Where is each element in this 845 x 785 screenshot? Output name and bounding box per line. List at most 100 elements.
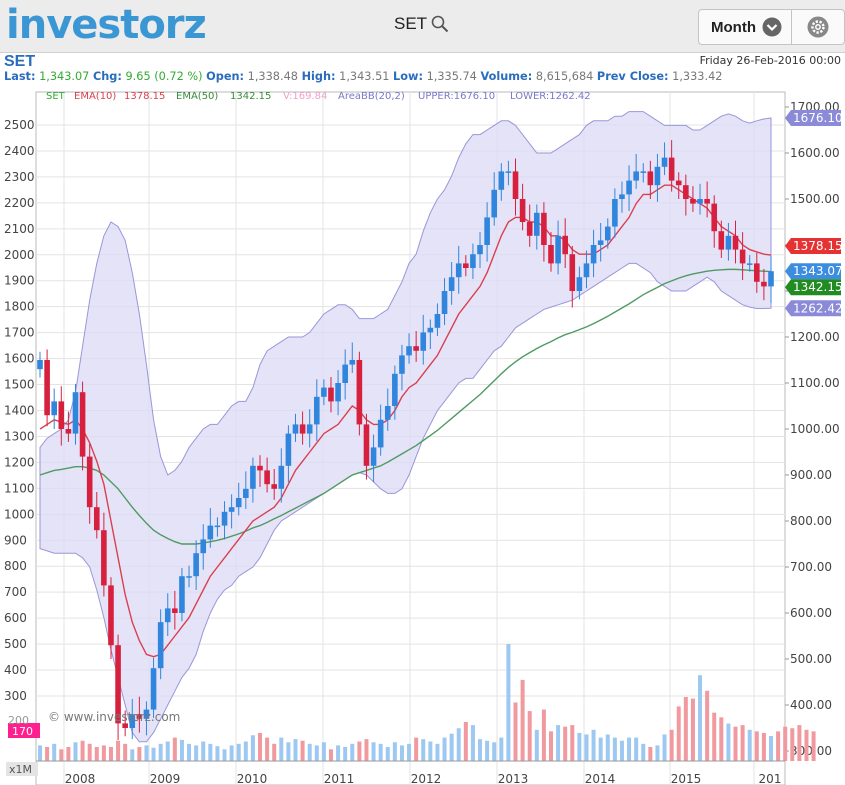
candle-body [399,355,405,374]
volume-bar [584,734,589,761]
volume-bar [605,734,610,761]
candle-body [619,194,625,199]
x-axis-label: 2010 [237,772,268,785]
volume-bar [499,737,504,761]
volume-bar [414,737,419,761]
left-axis-tick: 2100 [4,222,35,236]
legend-ema50-value: 1342.15 [230,91,271,102]
volume-bar [804,729,809,761]
candle-body [143,709,150,719]
volume-bar [563,726,568,761]
period-select[interactable]: Month [699,10,792,44]
volume-bar [59,749,64,761]
candle-body [228,507,235,512]
candle-body [406,346,412,356]
left-axis-tick: 1700 [4,326,35,340]
candle-body [768,271,774,287]
volume-bar [705,690,710,761]
logo[interactable]: investorz [6,2,207,48]
price-chart[interactable]: 300 400 500 600 700 800 900 1000 1100 1200 1300 140… [0,86,845,785]
right-axis-tick: 800.00 [790,514,832,528]
candle-body [604,226,611,241]
candle-body [313,396,320,425]
x-axis-label: 2014 [585,772,616,785]
low-value: 1,335.74 [426,70,477,83]
candle-body [477,245,483,255]
volume-bar [144,745,149,761]
volume-bar [165,741,170,761]
volume-bar [683,697,688,761]
search-icon [431,15,449,33]
volume-bar [392,742,397,761]
legend-lower: LOWER:1262.42 [510,91,591,102]
candle-body [122,723,128,728]
volume-bar [286,742,291,761]
right-axis-tick: 1500.00 [790,192,840,206]
volume-bar [541,709,546,761]
candle-body [498,171,505,190]
right-axis-tick: 1200.00 [790,330,840,344]
volume-bar [428,741,433,761]
left-axis-tick: 2200 [4,196,35,210]
chart-controls: Month [698,9,845,45]
candle-body [484,217,490,245]
volume-bar [463,722,468,761]
volume-bar [300,740,305,761]
price-tag: 1378.15 [785,238,843,255]
candle-body [243,488,249,498]
volume-bar [534,729,539,761]
volume-bar [421,739,426,761]
copyright-text: © www.investorz.com [48,710,180,724]
volume-bar [350,743,355,761]
symbol-name: SET [4,53,36,70]
symbol-search-label: SET [394,14,428,33]
right-axis-tick: 300.00 [790,744,832,758]
high-value: 1,343.51 [339,70,390,83]
volume-bar [591,729,596,761]
volume-bar [407,743,412,761]
volume-bar [399,745,404,761]
settings-button[interactable] [792,10,844,44]
volume-label: Volume: [480,70,533,83]
volume-bar [470,725,475,761]
volume-bar [116,740,121,761]
volume-bar [80,740,85,761]
volume-bar [634,737,639,761]
volume-bar [570,725,575,761]
volume-bar [641,743,646,761]
volume-bar [336,745,341,761]
volume-bar [378,743,383,761]
volume-bar [442,737,447,761]
volume-bar [38,745,42,761]
candle-body [590,245,597,264]
candle-body [597,240,604,245]
last-label: Last: [4,70,36,83]
volume-bar [612,737,617,761]
volume-bar [662,734,667,761]
candle-body [541,212,547,245]
volume-bar [740,725,745,761]
volume-bar [215,746,220,761]
volume-bar [520,679,525,761]
candle-body [384,406,391,420]
volume-scale-box [6,762,38,776]
left-axis-tick: 1200 [4,455,35,469]
left-axis-tick: 700 [4,585,27,599]
candle-body [562,235,568,255]
candle-body [342,364,348,383]
candle-body [732,235,739,250]
candle-body [697,199,703,204]
right-axis-tick: 1600.00 [790,146,840,160]
candle-body [207,525,214,540]
candle-body [675,180,682,186]
candle-body [434,314,441,328]
volume-tag-label: 170 [12,725,33,738]
candle-body [640,171,647,173]
symbol-search-button[interactable]: SET [394,14,449,34]
volume-bar [258,732,263,761]
left-axis-tick: 2300 [4,170,35,184]
volume-bar [761,732,766,761]
volume-bar [357,741,362,761]
volume-bar [577,732,582,761]
high-label: High: [301,70,336,83]
